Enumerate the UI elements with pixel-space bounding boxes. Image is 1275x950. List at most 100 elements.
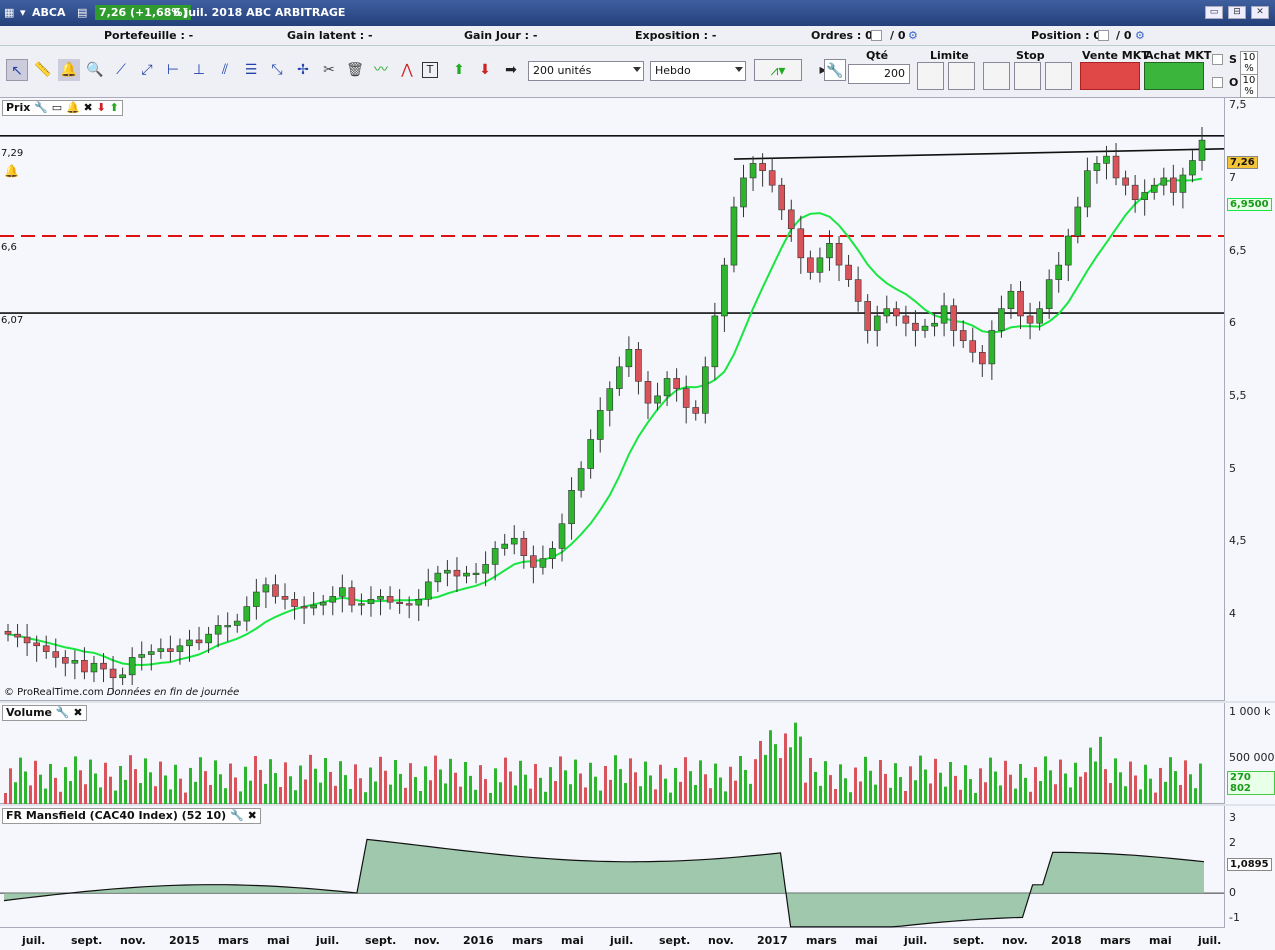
volume-bar: [594, 776, 597, 804]
fibonacci-icon[interactable]: ☰: [244, 62, 258, 78]
volume-bar: [1059, 759, 1062, 804]
stop-buy-button[interactable]: [983, 62, 1010, 90]
candle: [692, 400, 700, 421]
bell-icon[interactable]: 🔔: [66, 101, 80, 114]
maximize-button[interactable]: ⊟: [1228, 6, 1246, 19]
trendline-tool-icon[interactable]: ⟋: [116, 62, 126, 78]
date-tick-label: mai: [561, 934, 584, 947]
position-checkbox[interactable]: [1098, 30, 1109, 41]
candle: [635, 342, 642, 395]
wrench-icon[interactable]: 🔧: [230, 809, 244, 822]
volume-bar: [794, 722, 797, 804]
close-button[interactable]: ✕: [1251, 6, 1269, 19]
period-select[interactable]: Hebdo: [650, 61, 746, 81]
volume-bar: [124, 779, 127, 804]
volume-chart[interactable]: [0, 703, 1224, 804]
s-checkbox[interactable]: [1212, 54, 1223, 65]
volume-bar: [549, 767, 552, 804]
date-axis[interactable]: juil. sept. nov. 2015 mars mai juil. sept. nov. 2…: [0, 928, 1275, 950]
ruler-tool-icon[interactable]: 📏: [34, 62, 52, 78]
arrows-tool-icon[interactable]: ⤡: [271, 62, 283, 78]
volume-bar: [824, 761, 827, 804]
window-icon[interactable]: ▦: [4, 6, 15, 19]
volume-axis[interactable]: 1 000 k 500 000 270 802: [1224, 703, 1275, 804]
expand-arrow-icon[interactable]: ▸: [819, 62, 827, 78]
stop-limit-button[interactable]: [1045, 62, 1072, 90]
wrench-icon[interactable]: 🔧: [55, 706, 70, 719]
wrench-icon[interactable]: 🔧: [824, 59, 846, 81]
volume-bar: [1004, 760, 1007, 804]
mansfield-axis[interactable]: 3210-1 1,0895: [1224, 806, 1275, 928]
horizontal-line-icon[interactable]: ⊢: [166, 62, 180, 78]
window-icon[interactable]: ▭: [51, 101, 63, 114]
candle-body: [902, 315, 910, 324]
ordres-checkbox[interactable]: [871, 30, 882, 41]
o-percent-field[interactable]: 10 %: [1240, 74, 1258, 98]
channel-tool-icon[interactable]: ⫽: [221, 62, 229, 78]
volume-bar: [299, 765, 302, 804]
candle-body: [1026, 315, 1034, 324]
symbol-dropdown-icon[interactable]: ▾: [20, 6, 26, 19]
volume-bar: [924, 769, 927, 804]
trash-icon[interactable]: 🗑: [346, 62, 364, 78]
price-axis[interactable]: 7,5 7 6,5 6 5,5 5 4,5 4 7,26 6,9500: [1224, 98, 1275, 701]
candle: [90, 655, 98, 683]
price-chart[interactable]: [0, 98, 1225, 701]
wrench-icon[interactable]: 🔧: [34, 101, 48, 114]
arrow-up-icon[interactable]: ⬆: [453, 62, 465, 78]
pointer-tool-icon[interactable]: ↖: [6, 59, 28, 81]
zoom-icon[interactable]: 🔍: [86, 62, 104, 78]
ordres-gear-icon[interactable]: ⚙: [908, 29, 918, 42]
volume-bar: [1139, 789, 1142, 804]
alert-bell-icon[interactable]: 🔔: [58, 59, 80, 81]
arrow-down-icon[interactable]: ⬇: [479, 62, 491, 78]
units-select[interactable]: 200 unités: [528, 61, 644, 81]
mansfield-chart[interactable]: [0, 806, 1224, 928]
arrow-right-icon[interactable]: ➡: [505, 62, 517, 78]
volume-bar: [354, 764, 357, 804]
vertical-line-icon[interactable]: ⊥: [192, 62, 206, 78]
volume-bar: [699, 760, 702, 804]
grid-icon[interactable]: ▤: [77, 6, 88, 19]
volume-bar: [444, 783, 447, 804]
arrow-down-icon[interactable]: ⬇: [96, 101, 106, 114]
ray-tool-icon[interactable]: ⤢: [141, 62, 153, 78]
line-label-66: 6,6: [1, 242, 17, 253]
close-icon[interactable]: ✖: [247, 809, 257, 822]
alert-bell-icon[interactable]: 🔔: [4, 164, 19, 178]
volume-bar: [609, 779, 612, 804]
stop-sell-button[interactable]: [1014, 62, 1041, 90]
candle: [396, 589, 403, 614]
last-price-badge: 7,26: [1227, 156, 1258, 169]
candle: [1064, 228, 1072, 282]
sell-mkt-button[interactable]: [1080, 62, 1140, 90]
portfolio-info-bar: Portefeuille : - Gain latent : - Gain Jo…: [0, 26, 1275, 46]
candle-body: [654, 395, 661, 404]
price-panel[interactable]: Prix 🔧 ▭ 🔔 ✖ ⬇ ⬆ 7,29 6,6 6,07 🔔 © ProRe…: [0, 98, 1225, 701]
position-gear-icon[interactable]: ⚙: [1135, 29, 1145, 42]
qty-input[interactable]: 200: [848, 64, 910, 84]
candle: [1112, 143, 1120, 186]
volume-bar: [669, 792, 672, 804]
close-icon[interactable]: ✖: [83, 101, 93, 114]
symbol-name[interactable]: ABCA: [32, 6, 66, 19]
candle: [157, 638, 165, 659]
o-checkbox[interactable]: [1212, 77, 1223, 88]
text-tool-icon[interactable]: T: [422, 62, 438, 78]
cross-tool-icon[interactable]: ✢: [297, 62, 309, 78]
restore-button[interactable]: ▭: [1205, 6, 1223, 19]
wave-tool-icon[interactable]: 〰: [374, 62, 388, 78]
limit-sell-button[interactable]: [948, 62, 975, 90]
arrow-up-icon[interactable]: ⬆: [109, 101, 119, 114]
volume-panel[interactable]: Volume 🔧 ✖: [0, 703, 1224, 804]
indicator-menu-icon[interactable]: ⩘▾: [754, 59, 802, 81]
close-icon[interactable]: ✖: [73, 706, 83, 719]
s-percent-field[interactable]: 10 %: [1240, 51, 1258, 75]
buy-mkt-button[interactable]: [1144, 62, 1204, 90]
pattern-tool-icon[interactable]: ⋀: [401, 62, 413, 78]
mansfield-panel[interactable]: FR Mansfield (CAC40 Index) (52 10) 🔧 ✖: [0, 806, 1224, 928]
properties-icon[interactable]: ✂: [323, 62, 335, 78]
date-tick-label: sept.: [365, 934, 397, 947]
limit-buy-button[interactable]: [917, 62, 944, 90]
mansfield-tick-label: 0: [1229, 886, 1236, 900]
